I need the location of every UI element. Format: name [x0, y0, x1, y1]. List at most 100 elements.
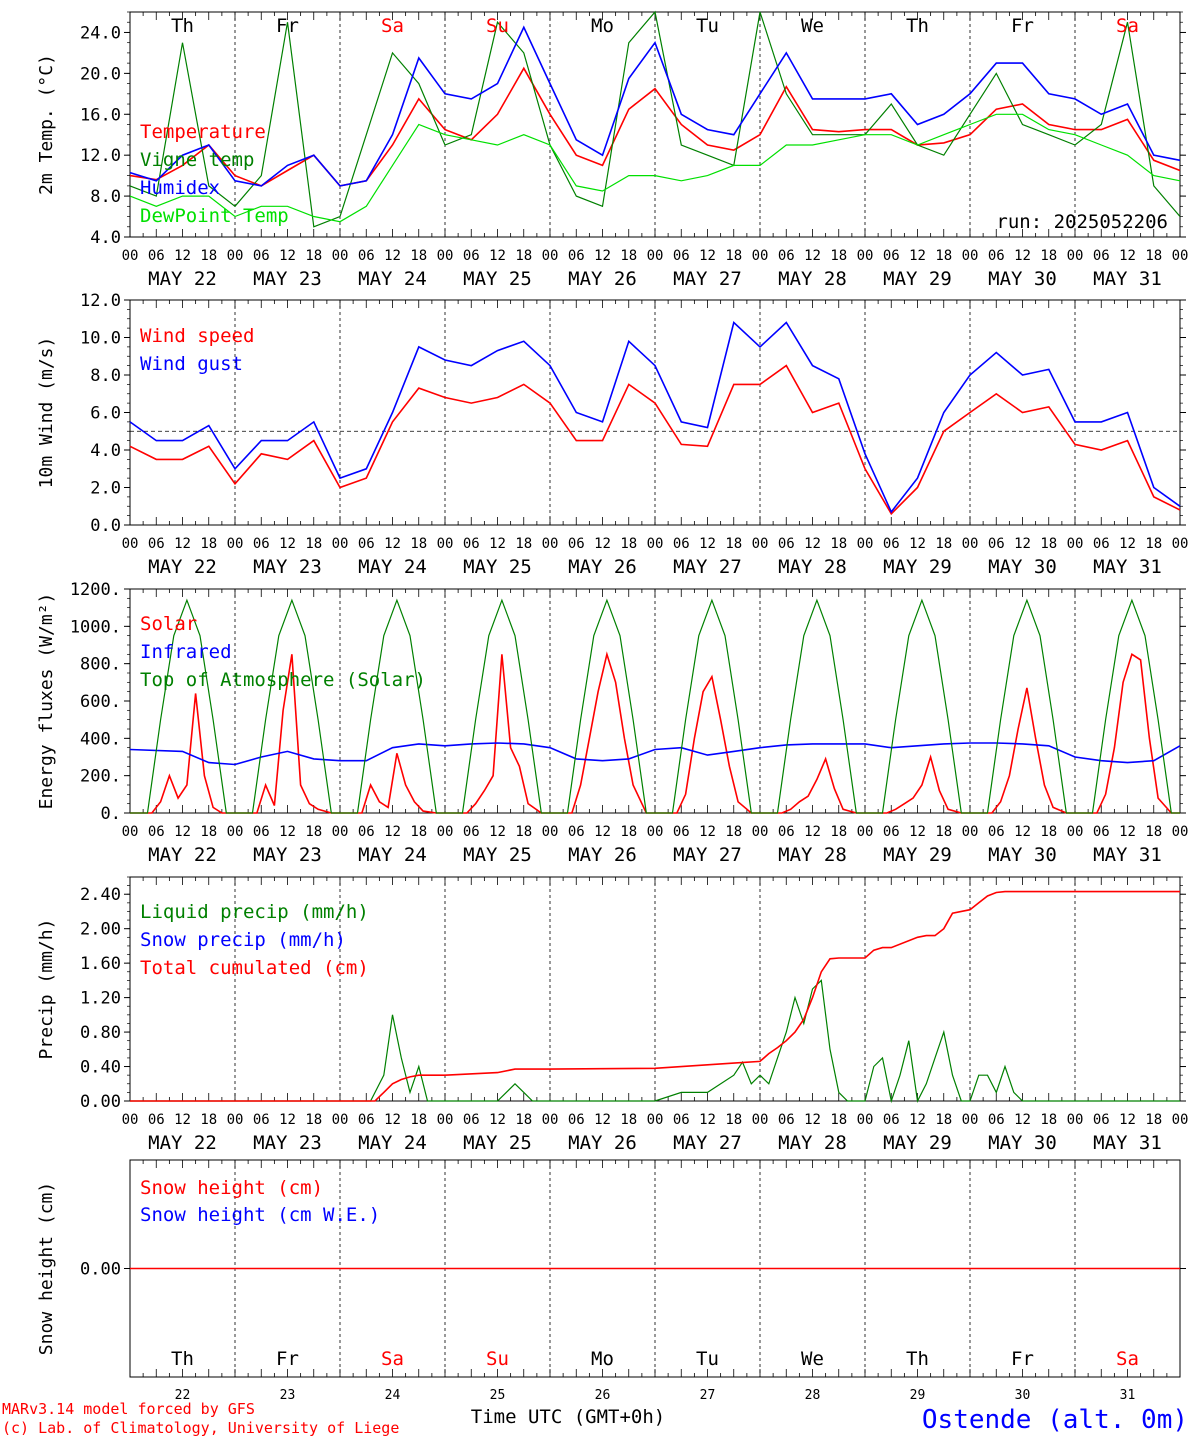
day-name-label: Su [486, 15, 509, 37]
y-tick-label: 12.0 [80, 146, 121, 166]
day-number-label: 22 [175, 1388, 191, 1403]
hour-tick-label: 00 [647, 824, 664, 840]
date-label: MAY 28 [778, 1132, 847, 1154]
day-name-label: Fr [1011, 1348, 1034, 1370]
day-name-label: Tu [696, 15, 719, 37]
hour-tick-label: 06 [358, 536, 375, 552]
hour-tick-label: 12 [1014, 1112, 1031, 1128]
y-axis-label: Precip (mm/h) [36, 919, 57, 1060]
hour-tick-label: 00 [122, 536, 139, 552]
hour-tick-label: 18 [1040, 1112, 1057, 1128]
hour-tick-label: 06 [358, 824, 375, 840]
hour-tick-label: 06 [778, 248, 795, 264]
date-label: MAY 31 [1093, 844, 1162, 866]
date-label: MAY 28 [778, 556, 847, 578]
hour-tick-label: 00 [1172, 824, 1189, 840]
hour-tick-label: 00 [647, 536, 664, 552]
hour-tick-label: 00 [332, 1112, 349, 1128]
hour-tick-label: 12 [1119, 1112, 1136, 1128]
y-axis-label: Energy fluxes (W/m²) [36, 593, 57, 810]
hour-tick-label: 00 [542, 248, 559, 264]
date-label: MAY 27 [673, 1132, 742, 1154]
day-name-label: Mo [591, 1348, 614, 1370]
hour-tick-label: 06 [673, 1112, 690, 1128]
station-label: Ostende (alt. 0m) [922, 1405, 1188, 1435]
y-tick-label: 20.0 [80, 64, 121, 84]
y-tick-label: 200. [80, 767, 121, 787]
hour-tick-label: 12 [489, 248, 506, 264]
date-label: MAY 31 [1093, 1132, 1162, 1154]
hour-tick-label: 12 [489, 824, 506, 840]
day-name-label: Fr [276, 15, 299, 37]
hour-tick-label: 18 [515, 536, 532, 552]
hour-tick-label: 00 [752, 824, 769, 840]
series-line-total-cumulated-cm- [130, 890, 1180, 1102]
run-label: run: 2025052206 [996, 211, 1168, 233]
hour-tick-label: 12 [1014, 824, 1031, 840]
date-label: MAY 26 [568, 1132, 637, 1154]
y-tick-label: 0.00 [80, 1092, 121, 1112]
hour-tick-label: 00 [752, 248, 769, 264]
hour-tick-label: 06 [988, 536, 1005, 552]
hour-tick-label: 12 [909, 536, 926, 552]
legend-entry: Wind speed [140, 325, 254, 347]
date-label: MAY 28 [778, 268, 847, 290]
hour-tick-label: 00 [1067, 536, 1084, 552]
hour-tick-label: 18 [1145, 1112, 1162, 1128]
hour-tick-label: 12 [174, 824, 191, 840]
hour-tick-label: 00 [1067, 248, 1084, 264]
hour-tick-label: 12 [1014, 536, 1031, 552]
legend-entry: DewPoint Temp [140, 205, 289, 227]
hour-tick-label: 00 [332, 824, 349, 840]
hour-tick-label: 12 [489, 536, 506, 552]
hour-tick-label: 00 [122, 824, 139, 840]
y-tick-label: 2.00 [80, 920, 121, 940]
hour-tick-label: 00 [542, 824, 559, 840]
date-label: MAY 28 [778, 844, 847, 866]
hour-tick-label: 18 [1040, 536, 1057, 552]
date-label: MAY 26 [568, 556, 637, 578]
hour-tick-label: 06 [463, 1112, 480, 1128]
hour-tick-label: 12 [909, 824, 926, 840]
hour-tick-label: 06 [148, 248, 165, 264]
y-tick-label: 8.0 [90, 187, 121, 207]
y-axis-label: 10m Wind (m/s) [36, 337, 57, 489]
day-name-label: Fr [1011, 15, 1034, 37]
hour-tick-label: 06 [463, 824, 480, 840]
day-number-label: 30 [1015, 1388, 1031, 1403]
hour-tick-label: 18 [410, 824, 427, 840]
hour-tick-label: 12 [279, 248, 296, 264]
hour-tick-label: 06 [253, 248, 270, 264]
hour-tick-label: 06 [358, 248, 375, 264]
series-line-dewpoint-temp [129, 113, 1181, 223]
hour-tick-label: 12 [489, 1112, 506, 1128]
hour-tick-label: 00 [437, 536, 454, 552]
day-name-label: Sa [1116, 15, 1139, 37]
hour-tick-label: 12 [279, 824, 296, 840]
date-label: MAY 30 [988, 1132, 1057, 1154]
date-label: MAY 29 [883, 844, 952, 866]
date-label: MAY 30 [988, 268, 1057, 290]
hour-tick-label: 18 [620, 536, 637, 552]
day-number-label: 25 [490, 1388, 506, 1403]
hour-tick-label: 12 [699, 248, 716, 264]
hour-tick-label: 18 [1040, 248, 1057, 264]
day-number-label: 24 [385, 1388, 401, 1403]
y-tick-label: 8.0 [90, 366, 121, 386]
hour-tick-label: 12 [804, 248, 821, 264]
hour-tick-label: 12 [1014, 248, 1031, 264]
day-name-label: Th [906, 1348, 929, 1370]
hour-tick-label: 00 [227, 1112, 244, 1128]
y-tick-label: 2.0 [90, 479, 121, 499]
date-label: MAY 24 [358, 268, 427, 290]
hour-tick-label: 06 [1093, 824, 1110, 840]
legend-entry: Snow height (cm W.E.) [140, 1204, 380, 1226]
y-tick-label: 400. [80, 729, 121, 749]
date-label: MAY 23 [253, 844, 322, 866]
footer-model: MARv3.14 model forced by GFS [2, 1400, 255, 1418]
y-tick-label: 600. [80, 692, 121, 712]
hour-tick-label: 18 [200, 248, 217, 264]
series-line-wind-gust [129, 320, 1181, 514]
hour-tick-label: 18 [1040, 824, 1057, 840]
hour-tick-label: 06 [148, 824, 165, 840]
